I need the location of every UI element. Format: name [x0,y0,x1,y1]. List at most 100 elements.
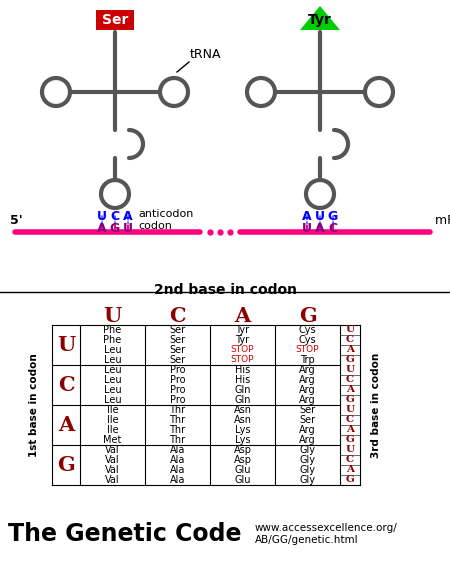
Text: mRNA 3': mRNA 3' [435,214,450,227]
Text: Phe: Phe [104,335,122,345]
Text: Arg: Arg [299,425,316,435]
Text: A: A [123,210,133,223]
Text: U: U [123,222,133,235]
Text: Val: Val [105,475,120,485]
Text: Lys: Lys [235,435,250,445]
Text: U: U [346,446,355,455]
Text: Gly: Gly [300,445,315,455]
Text: tRNA: tRNA [190,48,221,61]
Text: STOP: STOP [231,346,254,355]
Text: A: A [302,210,312,223]
Text: G: G [346,396,355,405]
Text: A: A [346,425,354,434]
Text: Asn: Asn [234,405,252,415]
Text: Gln: Gln [234,385,251,395]
Text: Leu: Leu [104,395,122,405]
Text: Thr: Thr [170,435,185,445]
Text: Cys: Cys [299,325,316,335]
Text: Ser: Ser [170,335,185,345]
Text: Pro: Pro [170,385,185,395]
Text: A: A [346,465,354,474]
Text: Leu: Leu [104,345,122,355]
Text: Gly: Gly [300,455,315,465]
Text: G: G [328,210,338,223]
Polygon shape [300,6,340,30]
Text: Ala: Ala [170,465,185,475]
Text: Thr: Thr [170,405,185,415]
Text: Ala: Ala [170,445,185,455]
FancyBboxPatch shape [96,10,134,30]
Text: Tyr: Tyr [235,335,250,345]
Text: Gly: Gly [300,465,315,475]
Text: Ile: Ile [107,415,118,425]
Text: 1st base in codon: 1st base in codon [29,353,39,457]
Text: Val: Val [105,465,120,475]
Text: Thr: Thr [170,425,185,435]
Text: G: G [346,475,355,484]
Text: Ala: Ala [170,455,185,465]
Text: U: U [57,335,75,355]
Text: C: C [58,375,74,395]
Text: U: U [315,210,325,223]
Text: Ser: Ser [102,13,128,27]
Text: U: U [302,222,312,235]
Text: Glu: Glu [234,465,251,475]
Text: A: A [346,386,354,395]
Text: C: C [346,336,354,345]
Text: His: His [235,375,250,385]
Text: Ser: Ser [299,415,315,425]
Text: A: A [58,415,74,435]
Text: Val: Val [105,445,120,455]
Text: 3rd base in codon: 3rd base in codon [371,352,381,457]
Text: G: G [299,306,316,326]
Text: STOP: STOP [296,346,319,355]
Text: Leu: Leu [104,355,122,365]
Text: C: C [346,375,354,384]
Text: G: G [110,222,120,235]
Text: Ser: Ser [170,345,185,355]
Text: Pro: Pro [170,365,185,375]
Text: Arg: Arg [299,365,316,375]
Text: Arg: Arg [299,435,316,445]
Text: anticodon: anticodon [139,209,194,219]
Text: Asn: Asn [234,415,252,425]
Text: C: C [328,222,338,235]
Text: Val: Val [105,455,120,465]
Text: Cys: Cys [299,335,316,345]
Text: Leu: Leu [104,385,122,395]
Text: Pro: Pro [170,375,185,385]
Text: Ser: Ser [170,355,185,365]
Text: Leu: Leu [104,365,122,375]
Text: Ser: Ser [170,325,185,335]
Text: codon: codon [139,221,172,231]
Text: A: A [234,306,251,326]
Text: U: U [346,406,355,415]
Text: A: A [97,222,107,235]
Text: Trp: Trp [300,355,315,365]
Text: STOP: STOP [231,356,254,365]
Text: U: U [346,365,355,374]
Text: C: C [346,455,354,465]
Text: Pro: Pro [170,395,185,405]
Text: Arg: Arg [299,385,316,395]
Text: Asp: Asp [234,445,252,455]
Text: G: G [346,356,355,365]
Text: A: A [315,222,325,235]
Text: Glu: Glu [234,475,251,485]
Text: Tyr: Tyr [308,13,332,27]
Text: U: U [104,306,122,326]
Text: A: A [346,346,354,355]
Text: C: C [110,210,120,223]
Text: C: C [346,415,354,424]
Text: Tyr: Tyr [235,325,250,335]
Text: Gln: Gln [234,395,251,405]
Text: 5': 5' [10,214,23,227]
Text: G: G [346,436,355,445]
Text: Lys: Lys [235,425,250,435]
Text: Met: Met [104,435,122,445]
Text: Phe: Phe [104,325,122,335]
Text: Arg: Arg [299,375,316,385]
Text: Arg: Arg [299,395,316,405]
Text: His: His [235,365,250,375]
Text: G: G [57,455,75,475]
